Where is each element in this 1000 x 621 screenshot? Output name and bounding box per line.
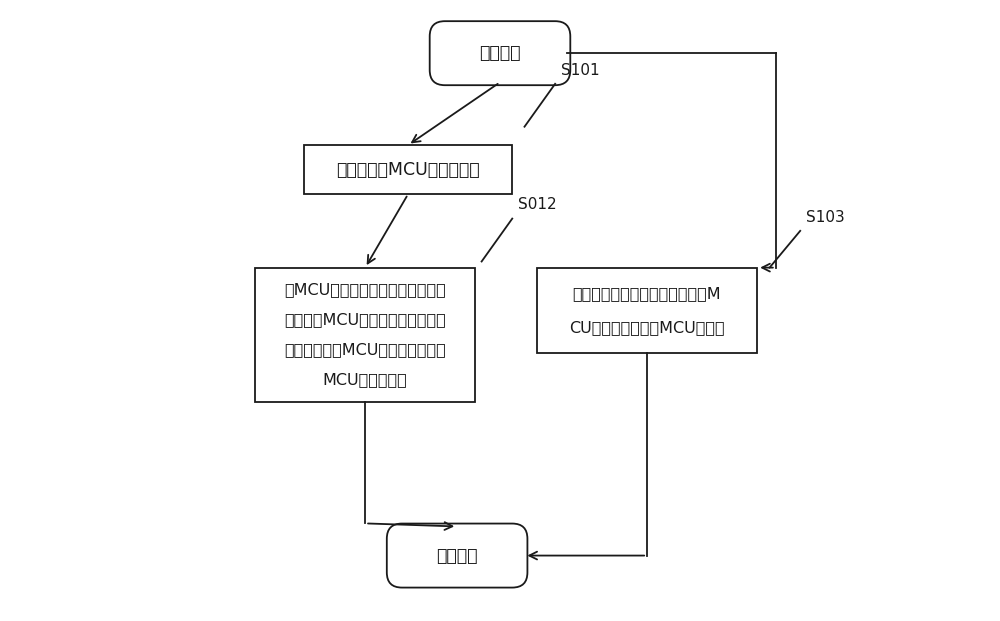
FancyBboxPatch shape: [387, 524, 527, 587]
FancyBboxPatch shape: [430, 21, 570, 85]
Text: CU时，主控端完成MCU的升级: CU时，主控端完成MCU的升级: [569, 320, 725, 335]
Text: S012: S012: [518, 197, 557, 212]
Bar: [537, 268, 757, 353]
Text: 主控端向MCU发送预设字节数的升: 主控端向MCU发送预设字节数的升: [284, 312, 446, 327]
Bar: [255, 268, 475, 402]
Text: S101: S101: [561, 63, 600, 78]
Text: 流程开始: 流程开始: [479, 44, 521, 62]
Text: MCU的存储空间: MCU的存储空间: [323, 373, 408, 388]
Text: 流程结束: 流程结束: [436, 546, 478, 564]
Text: S103: S103: [806, 210, 845, 225]
Text: 当主控端将全部升级数据发送至M: 当主控端将全部升级数据发送至M: [573, 286, 721, 301]
Bar: [304, 145, 512, 194]
Text: 级数据，以使MCU将升级数据写入: 级数据，以使MCU将升级数据写入: [284, 343, 446, 358]
Text: 主控端检测MCU当前的状态: 主控端检测MCU当前的状态: [336, 161, 480, 179]
Text: 当MCU当前的状态为接收状态时，: 当MCU当前的状态为接收状态时，: [284, 283, 446, 297]
